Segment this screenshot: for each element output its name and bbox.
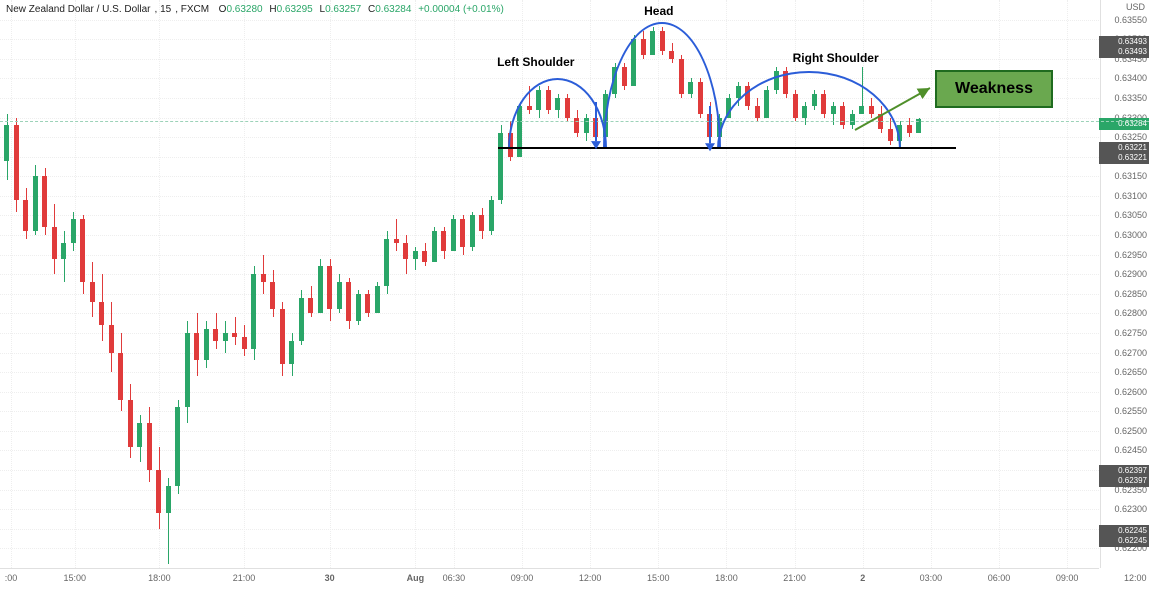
y-tick-label: 0.63550: [1114, 15, 1147, 25]
annotation-head: Head: [644, 4, 673, 18]
y-tick-label: 0.63350: [1114, 93, 1147, 103]
price-tag: 0.623970.62397: [1099, 465, 1149, 487]
x-tick-label: 15:00: [647, 573, 670, 583]
x-tick-label: :00: [5, 573, 18, 583]
chart-header: New Zealand Dollar / U.S. Dollar, 15, FX…: [6, 4, 508, 15]
y-tick-label: 0.62450: [1114, 445, 1147, 455]
y-tick-label: 0.62650: [1114, 367, 1147, 377]
x-tick-label: 06:30: [443, 573, 466, 583]
x-tick-label: 06:00: [988, 573, 1011, 583]
x-tick-label: 15:00: [63, 573, 86, 583]
price-axis[interactable]: 0.635500.635000.634500.634000.633500.633…: [1100, 0, 1149, 568]
ohlc-change: +0.00004 (+0.01%): [418, 4, 504, 15]
weakness-text: Weakness: [955, 80, 1033, 97]
y-tick-label: 0.63100: [1114, 191, 1147, 201]
x-tick-label: 03:00: [920, 573, 943, 583]
y-tick-label: 0.62850: [1114, 289, 1147, 299]
weakness-callout: Weakness: [935, 70, 1053, 108]
x-tick-label: 09:00: [511, 573, 534, 583]
symbol-name: New Zealand Dollar / U.S. Dollar: [6, 4, 151, 15]
chart-root: New Zealand Dollar / U.S. Dollar, 15, FX…: [0, 0, 1149, 593]
ohlc-close: 0.63284: [375, 4, 411, 15]
price-tag: 0.63284: [1099, 118, 1149, 130]
price-tag: 0.622450.62245: [1099, 525, 1149, 547]
x-tick-label: 18:00: [148, 573, 171, 583]
x-tick-label: 18:00: [715, 573, 738, 583]
x-tick-label: 30: [325, 573, 335, 583]
x-tick-label: 12:00: [1124, 573, 1147, 583]
x-tick-label: 12:00: [579, 573, 602, 583]
ohlc-open: 0.63280: [226, 4, 262, 15]
currency-label: USD: [1126, 2, 1145, 12]
y-tick-label: 0.62900: [1114, 269, 1147, 279]
y-tick-label: 0.63250: [1114, 132, 1147, 142]
x-tick-label: Aug: [407, 573, 425, 583]
x-tick-label: 2: [860, 573, 865, 583]
ohlc-low: 0.63257: [325, 4, 361, 15]
y-tick-label: 0.62950: [1114, 250, 1147, 260]
neckline: [498, 147, 956, 149]
annotation-right-shoulder: Right Shoulder: [793, 51, 879, 65]
y-tick-label: 0.63400: [1114, 73, 1147, 83]
y-tick-label: 0.62700: [1114, 348, 1147, 358]
exchange: FXCM: [181, 4, 209, 15]
y-tick-label: 0.62800: [1114, 308, 1147, 318]
annotation-left-shoulder: Left Shoulder: [497, 55, 574, 69]
price-tag: 0.634930.63493: [1099, 36, 1149, 58]
ohlc-high: 0.63295: [277, 4, 313, 15]
time-axis[interactable]: :00 15:00 18:00 21:00 30 Aug 06:30 09:00 12:00 15…: [0, 568, 1099, 593]
x-tick-label: 21:00: [233, 573, 256, 583]
y-tick-label: 0.62500: [1114, 426, 1147, 436]
price-tag: 0.632210.63221: [1099, 142, 1149, 164]
y-tick-label: 0.63000: [1114, 230, 1147, 240]
y-tick-label: 0.62550: [1114, 406, 1147, 416]
interval: 15: [160, 4, 171, 15]
y-tick-label: 0.63050: [1114, 210, 1147, 220]
y-tick-label: 0.62300: [1114, 504, 1147, 514]
y-tick-label: 0.62600: [1114, 387, 1147, 397]
y-tick-label: 0.62750: [1114, 328, 1147, 338]
weakness-arrow-icon: [850, 80, 940, 140]
y-tick-label: 0.63150: [1114, 171, 1147, 181]
x-tick-label: 09:00: [1056, 573, 1079, 583]
x-tick-label: 21:00: [783, 573, 806, 583]
